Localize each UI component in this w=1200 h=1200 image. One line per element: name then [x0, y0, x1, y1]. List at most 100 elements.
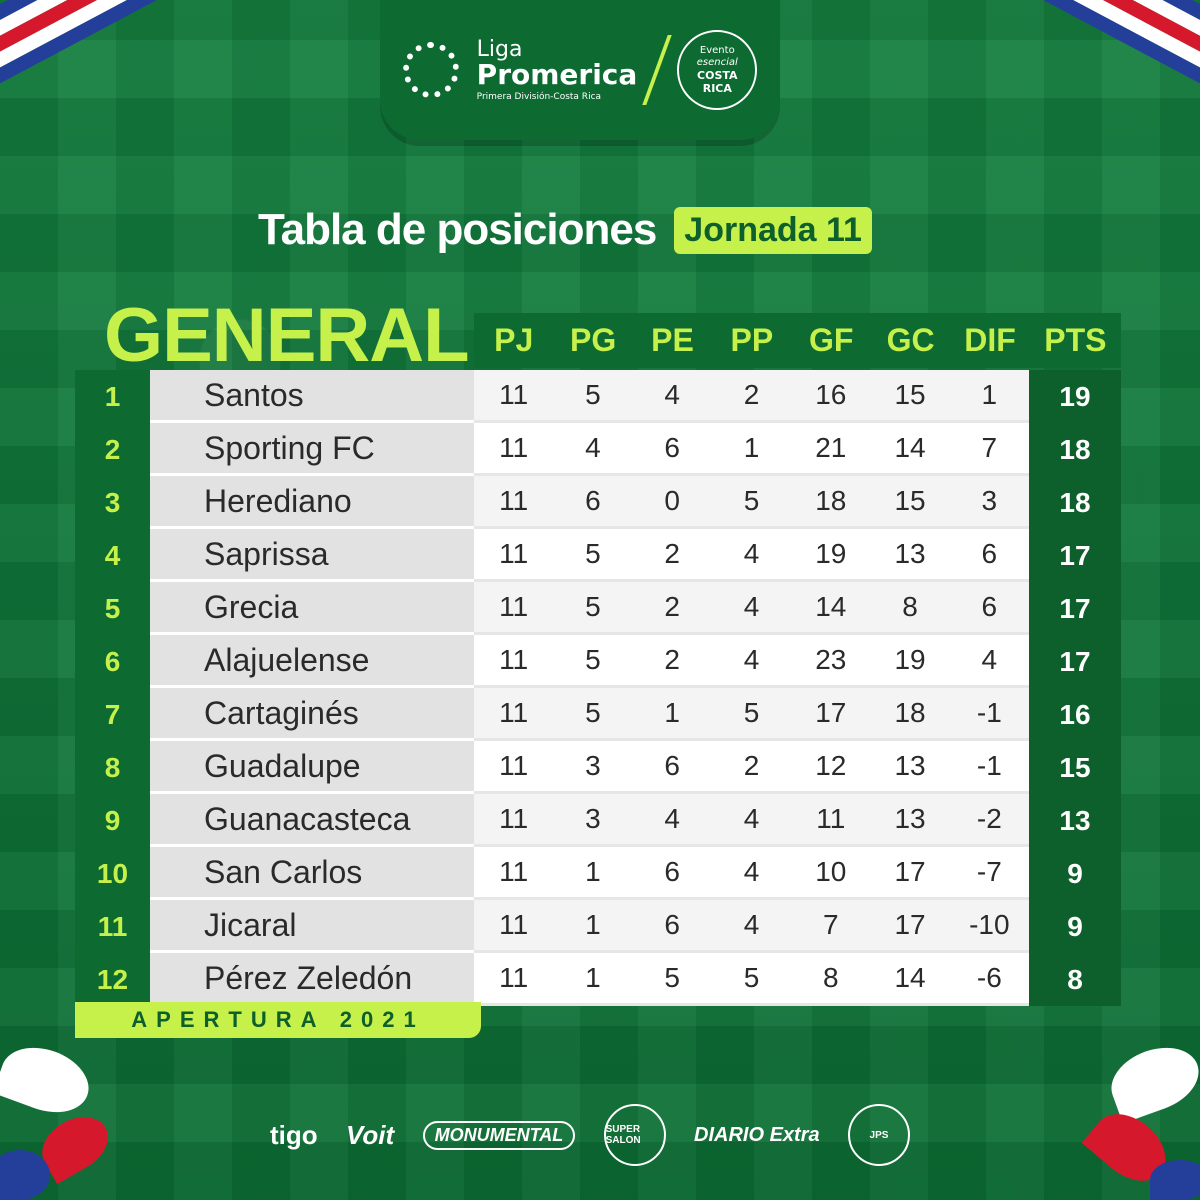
sponsor-super-salon: SUPER SALON	[603, 1104, 666, 1166]
stat-pg: 1	[585, 962, 601, 993]
rica-label: RICA	[702, 82, 732, 95]
team-name: Alajuelense	[150, 635, 474, 688]
table-row: 12 Pérez Zeledón 11 1 5 5 8 14 -6 8	[75, 953, 1121, 1006]
stat-gc: 18	[894, 697, 926, 728]
position-number: 12	[75, 953, 150, 1006]
position-number: 3	[75, 476, 150, 529]
brand-sub: Primera División-Costa Rica	[476, 91, 602, 102]
table-row: 6 Alajuelense 11 5 2 4 23 19 4 17	[75, 635, 1121, 688]
table-row: 3 Herediano 11 6 0 5 18 15 3 18	[75, 476, 1121, 529]
team-stats: 11 3 6 2 12 13 -1	[474, 741, 1029, 794]
stat-pp: 4	[743, 909, 760, 940]
stat-pp: 2	[743, 379, 760, 410]
table-row: 9 Guanacasteca 11 3 4 4 11 13 -2 13	[75, 794, 1121, 847]
stat-pts: 17	[1029, 582, 1121, 635]
stat-gc: 8	[902, 591, 918, 622]
position-number: 10	[75, 847, 150, 900]
stat-dif: -7	[976, 856, 1002, 887]
stat-pts: 17	[1029, 635, 1121, 688]
stat-gf: 12	[815, 750, 847, 781]
stat-pe: 2	[664, 644, 680, 675]
stat-pts: 9	[1029, 900, 1121, 953]
stat-pe: 0	[664, 485, 680, 516]
stat-pg: 1	[585, 856, 601, 887]
team-stats: 11 5 2 4 19 13 6	[474, 529, 1029, 582]
stat-pe: 2	[664, 538, 680, 569]
section-title: GENERAL	[104, 293, 470, 378]
stat-pp: 2	[743, 750, 760, 781]
brand-top: Liga	[476, 36, 523, 62]
stat-pj: 11	[499, 909, 529, 940]
stat-pj: 11	[499, 644, 529, 675]
position-number: 5	[75, 582, 150, 635]
team-name: San Carlos	[150, 847, 474, 900]
stat-pg: 5	[585, 697, 601, 728]
stat-pp: 4	[743, 803, 760, 834]
stat-pj: 11	[499, 697, 529, 728]
stat-gc: 17	[894, 856, 926, 887]
stat-gc: 14	[894, 432, 926, 463]
position-number: 7	[75, 688, 150, 741]
stat-gc: 15	[894, 379, 926, 410]
stat-pg: 3	[585, 803, 601, 834]
stat-gf: 7	[822, 909, 839, 940]
table-row: 11 Jicaral 11 1 6 4 7 17 -10 9	[75, 900, 1121, 953]
stat-pg: 6	[585, 485, 601, 516]
stat-pts: 8	[1029, 953, 1121, 1006]
stat-pg: 5	[585, 379, 601, 410]
position-number: 1	[75, 370, 150, 423]
stat-pts: 15	[1029, 741, 1121, 794]
team-stats: 11 5 2 4 14 8 6	[474, 582, 1029, 635]
evento-label: Evento	[699, 44, 735, 56]
stat-pe: 1	[664, 697, 680, 728]
stat-pj: 11	[499, 485, 529, 516]
stat-pts: 17	[1029, 529, 1121, 582]
stat-pe: 6	[664, 856, 680, 887]
header-pj: PJ	[494, 322, 534, 358]
stat-pe: 4	[664, 379, 680, 410]
stat-pp: 5	[743, 485, 760, 516]
stat-gf: 21	[815, 432, 847, 463]
stat-gf: 8	[822, 962, 839, 993]
team-name: Cartaginés	[150, 688, 474, 741]
sponsor-jps: JPS	[848, 1104, 910, 1166]
jornada-badge: Jornada 11	[674, 206, 872, 254]
table-row: 5 Grecia 11 5 2 4 14 8 6 17	[75, 582, 1121, 635]
league-brand: Liga Promerica Primera División-Costa Ri…	[476, 36, 638, 102]
team-stats: 11 1 5 5 8 14 -6	[474, 953, 1029, 1006]
stat-pe: 4	[664, 803, 680, 834]
stat-pe: 6	[664, 909, 680, 940]
page-title: Tabla de posiciones	[258, 205, 657, 254]
stat-dif: -2	[976, 803, 1002, 834]
team-name: Saprissa	[150, 529, 474, 582]
stat-gf: 19	[815, 538, 847, 569]
standings-table: 1 Santos 11 5 4 2 16 15 1 19 2 Sporting FC 11 4 6 1 21 14…	[75, 370, 1121, 1006]
position-number: 11	[75, 900, 150, 953]
stat-pg: 4	[585, 432, 601, 463]
stat-pp: 5	[743, 697, 760, 728]
stat-pj: 11	[499, 803, 529, 834]
stat-dif: 1	[981, 379, 998, 410]
stat-dif: -1	[976, 750, 1002, 781]
stat-dif: 7	[981, 432, 998, 463]
position-number: 9	[75, 794, 150, 847]
stat-gf: 23	[815, 644, 847, 675]
stat-pj: 11	[499, 962, 529, 993]
stat-pj: 11	[499, 379, 529, 410]
stat-pp: 4	[743, 538, 760, 569]
esencial-label: esencial	[696, 56, 738, 68]
position-number: 8	[75, 741, 150, 794]
team-name: Pérez Zeledón	[150, 953, 474, 1006]
stat-pp: 5	[743, 962, 760, 993]
team-name: Grecia	[150, 582, 474, 635]
stat-gf: 18	[815, 485, 847, 516]
stat-pj: 11	[499, 538, 529, 569]
decorative-petal	[0, 1150, 50, 1200]
team-name: Sporting FC	[150, 423, 474, 476]
stat-pj: 11	[499, 591, 529, 622]
stat-pts: 13	[1029, 794, 1121, 847]
header-pg: PG	[569, 322, 617, 358]
stat-pts: 16	[1029, 688, 1121, 741]
costa-label: COSTA	[697, 68, 738, 82]
team-stats: 11 1 6 4 7 17 -10	[474, 900, 1029, 953]
